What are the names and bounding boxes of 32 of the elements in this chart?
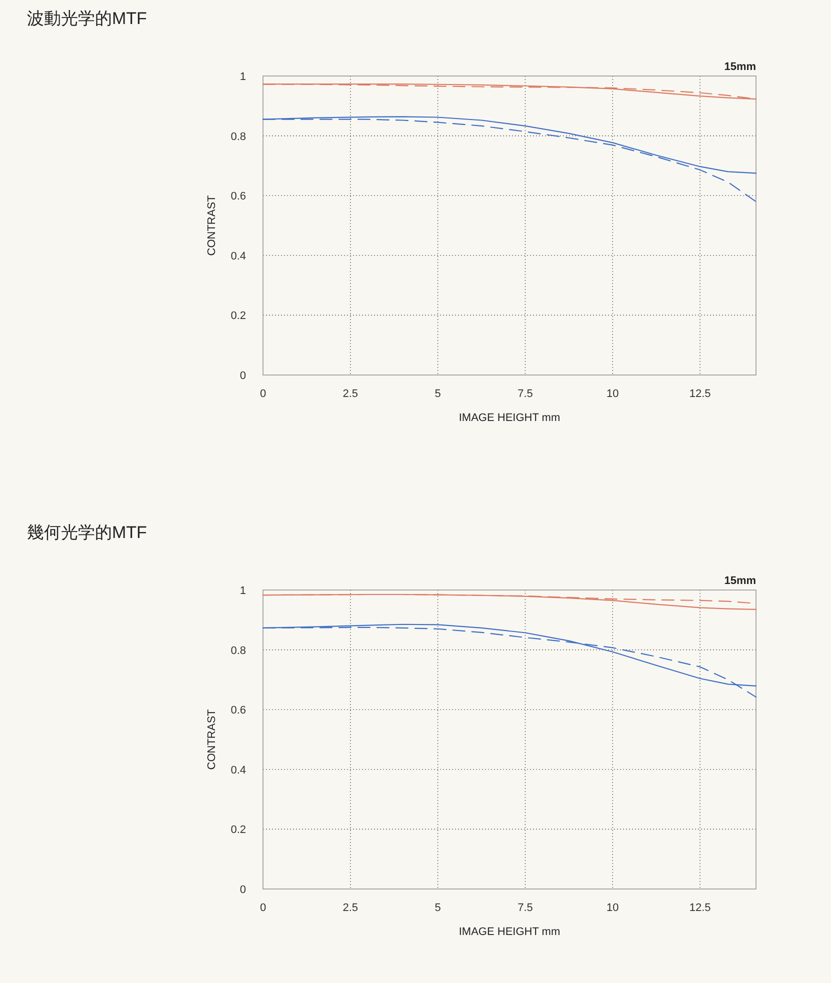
y-tick-label: 0 bbox=[240, 884, 246, 896]
text: 波動光学的MTF bbox=[27, 9, 147, 28]
y-tick-label: 0.6 bbox=[230, 190, 246, 203]
x-tick-label: 0 bbox=[260, 388, 266, 400]
x-tick-label: 12.5 bbox=[689, 388, 711, 400]
x-axis-title: IMAGE HEIGHT mm bbox=[458, 926, 560, 938]
y-tick-label: 0 bbox=[240, 370, 246, 382]
y-tick-label: 1 bbox=[240, 585, 246, 597]
y-tick-label: 0.4 bbox=[230, 250, 246, 262]
x-tick-label: 7.5 bbox=[518, 388, 533, 400]
text: 幾何光学的MTF bbox=[27, 523, 147, 542]
text: 15mm bbox=[724, 61, 756, 73]
y-tick-label: 0.8 bbox=[230, 130, 246, 143]
y-axis-title: CONTRAST bbox=[206, 708, 218, 770]
x-tick-label: 2.5 bbox=[342, 902, 358, 914]
y-tick-label: 0.2 bbox=[230, 824, 246, 836]
x-tick-label: 10 bbox=[606, 902, 619, 914]
y-tick-label: 0.4 bbox=[230, 764, 246, 776]
y-axis-title: CONTRAST bbox=[206, 194, 218, 256]
x-tick-label: 12.5 bbox=[689, 902, 711, 914]
x-tick-label: 10 bbox=[606, 388, 619, 400]
x-tick-label: 5 bbox=[434, 388, 441, 400]
x-axis-title: IMAGE HEIGHT mm bbox=[458, 412, 560, 424]
y-tick-label: 0.2 bbox=[230, 310, 246, 322]
y-tick-label: 0.6 bbox=[230, 704, 246, 717]
y-tick-label: 1 bbox=[240, 71, 246, 83]
x-tick-label: 2.5 bbox=[342, 388, 358, 400]
y-tick-label: 0.8 bbox=[230, 644, 246, 657]
x-tick-label: 0 bbox=[260, 902, 266, 914]
x-tick-label: 7.5 bbox=[518, 902, 533, 914]
text: 15mm bbox=[724, 575, 756, 587]
x-tick-label: 5 bbox=[434, 902, 441, 914]
